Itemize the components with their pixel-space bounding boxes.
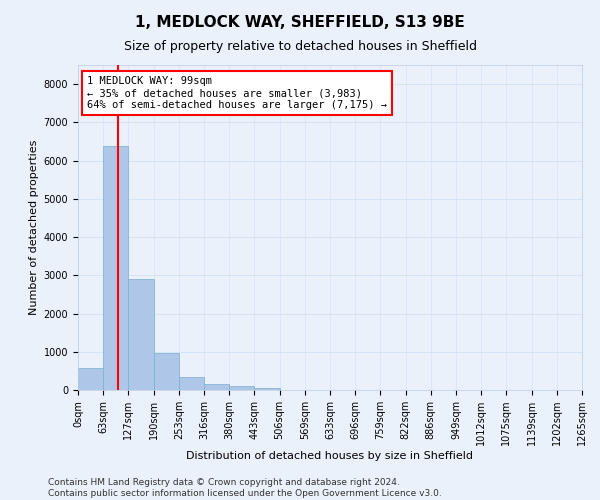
Text: 1, MEDLOCK WAY, SHEFFIELD, S13 9BE: 1, MEDLOCK WAY, SHEFFIELD, S13 9BE (135, 15, 465, 30)
Bar (179, 376, 204, 390)
Bar (204, 384, 229, 390)
Bar (128, 279, 154, 390)
Text: Size of property relative to detached houses in Sheffield: Size of property relative to detached ho… (124, 40, 476, 53)
Bar (78, 368, 103, 390)
Text: 1 MEDLOCK WAY: 99sqm
← 35% of detached houses are smaller (3,983)
64% of semi-de: 1 MEDLOCK WAY: 99sqm ← 35% of detached h… (87, 76, 387, 110)
Y-axis label: Number of detached properties: Number of detached properties (29, 140, 40, 315)
Bar (103, 146, 128, 390)
X-axis label: Distribution of detached houses by size in Sheffield: Distribution of detached houses by size … (187, 451, 473, 461)
Bar (154, 354, 179, 390)
Bar (229, 386, 254, 390)
Bar (254, 388, 280, 390)
Text: Contains HM Land Registry data © Crown copyright and database right 2024.
Contai: Contains HM Land Registry data © Crown c… (48, 478, 442, 498)
